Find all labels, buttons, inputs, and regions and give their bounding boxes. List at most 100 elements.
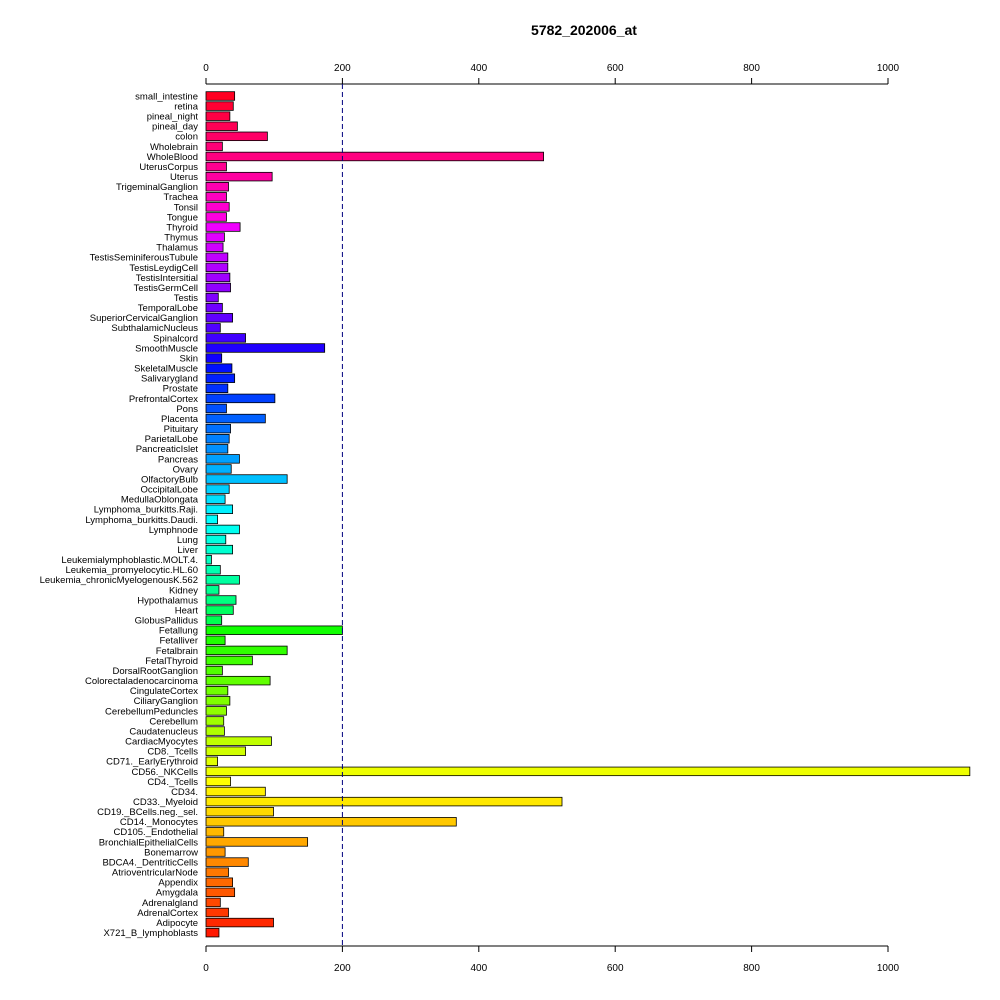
bar bbox=[205, 686, 229, 696]
tick-label: 800 bbox=[743, 963, 760, 974]
bar bbox=[205, 665, 223, 676]
bar bbox=[205, 262, 229, 273]
category-label: Colorectaladenocarcinoma bbox=[85, 676, 199, 687]
category-label: PrefrontalCortex bbox=[129, 394, 198, 405]
bar bbox=[205, 222, 241, 232]
bar bbox=[205, 554, 212, 565]
bar bbox=[205, 252, 229, 262]
bar bbox=[205, 423, 231, 434]
category-label: OccipitalLobe bbox=[140, 485, 198, 496]
bar bbox=[205, 776, 231, 787]
category-label: CingulateCortex bbox=[130, 686, 198, 697]
bar bbox=[205, 675, 271, 686]
bar bbox=[205, 857, 249, 867]
category-label: Ovary bbox=[173, 464, 199, 475]
bar bbox=[205, 827, 225, 837]
bar bbox=[205, 101, 234, 111]
bar bbox=[205, 373, 236, 383]
category-label: TestisIntersitial bbox=[136, 273, 198, 284]
tick-label: 200 bbox=[334, 963, 351, 974]
bar bbox=[205, 434, 230, 444]
bar bbox=[205, 837, 309, 847]
tick-label: 400 bbox=[470, 63, 487, 74]
category-label: Trachea bbox=[164, 192, 199, 203]
category-label: Appendix bbox=[158, 878, 198, 889]
bar bbox=[205, 323, 221, 333]
tick-label: 800 bbox=[743, 63, 760, 74]
bar bbox=[205, 534, 227, 545]
bar bbox=[205, 484, 230, 494]
chart-title: 5782_202006_at bbox=[531, 22, 637, 38]
category-label: Heart bbox=[175, 605, 199, 616]
category-label: Lymphoma_burkitts.Raji. bbox=[94, 505, 198, 516]
bar bbox=[205, 363, 233, 373]
bar bbox=[205, 615, 223, 625]
bar bbox=[205, 897, 221, 908]
bar bbox=[205, 212, 227, 222]
bar bbox=[205, 151, 544, 162]
bar bbox=[205, 927, 220, 938]
category-label: Leukemia_promyelocytic.HL.60 bbox=[65, 565, 198, 576]
bar bbox=[205, 544, 234, 555]
category-label: Pancreas bbox=[158, 454, 198, 465]
tick-label: 400 bbox=[470, 963, 487, 974]
category-label: GlobusPallidus bbox=[135, 616, 199, 627]
tick-label: 1000 bbox=[877, 963, 900, 974]
bar bbox=[205, 91, 236, 101]
category-label: Lymphoma_burkitts.Daudi. bbox=[85, 515, 198, 526]
category-label: Liver bbox=[177, 545, 198, 556]
bar bbox=[205, 645, 288, 656]
bar bbox=[205, 706, 227, 716]
category-label: SkeletalMuscle bbox=[134, 364, 198, 375]
category-label: OlfactoryBulb bbox=[141, 474, 198, 485]
bar bbox=[205, 746, 246, 756]
category-label: FetalThyroid bbox=[145, 656, 198, 667]
bar bbox=[205, 353, 223, 363]
category-label: AtrioventricularNode bbox=[112, 868, 198, 879]
bar bbox=[205, 182, 229, 192]
category-label: pineal_night bbox=[147, 112, 199, 123]
category-label: colon bbox=[175, 132, 198, 143]
bar bbox=[205, 605, 234, 615]
category-label: CD14._Monocytes bbox=[120, 817, 198, 828]
bar bbox=[205, 141, 223, 152]
category-label: Thymus bbox=[164, 233, 198, 244]
bar bbox=[205, 756, 218, 766]
bar bbox=[205, 524, 240, 535]
bar bbox=[205, 232, 225, 242]
category-label: TestisSeminiferousTubule bbox=[90, 253, 198, 264]
bar bbox=[205, 917, 274, 928]
bar bbox=[205, 726, 225, 736]
category-label: CD4._Tcells bbox=[147, 777, 198, 788]
category-label: CD105._Endothelial bbox=[113, 827, 198, 838]
category-label: Adrenalgland bbox=[142, 898, 198, 909]
category-label: Salivarygland bbox=[141, 374, 198, 385]
category-label: Skin bbox=[180, 353, 198, 364]
category-label: WholeBlood bbox=[147, 152, 198, 163]
category-label: Pituitary bbox=[164, 424, 199, 435]
tick-label: 1000 bbox=[877, 63, 900, 74]
category-label: Cerebellum bbox=[149, 716, 198, 727]
category-label: PancreaticIslet bbox=[136, 444, 199, 455]
bar bbox=[205, 877, 234, 887]
x-axis-bottom: 0 200 400 600 800 1000 bbox=[203, 945, 900, 974]
category-label: TestisLeydigCell bbox=[129, 263, 198, 274]
category-label: Amygdala bbox=[156, 888, 199, 899]
bar bbox=[205, 302, 223, 313]
category-label: SubthalamicNucleus bbox=[111, 323, 198, 334]
category-label: SmoothMuscle bbox=[135, 343, 198, 354]
category-label: Leukemialymphoblastic.MOLT.4. bbox=[61, 555, 198, 566]
bar bbox=[205, 494, 226, 504]
category-label: Testis bbox=[174, 293, 199, 304]
category-label: TemporalLobe bbox=[138, 303, 198, 314]
bar bbox=[205, 887, 236, 898]
bar bbox=[205, 242, 224, 252]
bar bbox=[205, 292, 219, 303]
category-label: Spinalcord bbox=[153, 333, 198, 344]
category-label: Thalamus bbox=[156, 243, 198, 254]
category-label: CD8._Tcells bbox=[147, 747, 198, 758]
category-label: Tonsil bbox=[174, 202, 198, 213]
bar bbox=[205, 736, 272, 746]
category-label: retina bbox=[174, 101, 198, 112]
